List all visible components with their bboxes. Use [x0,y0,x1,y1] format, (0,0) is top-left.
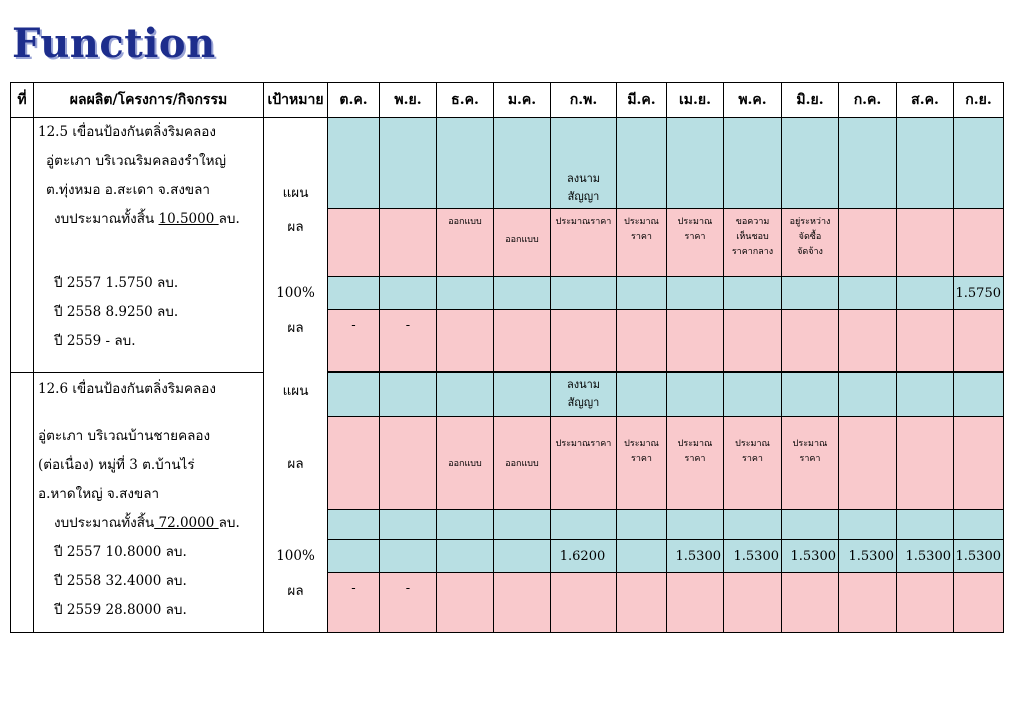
target-plan: แผน [263,372,328,417]
header-month: ธ.ค. [436,82,494,118]
table-row: 12.5 เขื่อนป้องกันตลิ่งริมคลอง อู่ตะเภา … [10,117,1004,373]
dash-cell: - [379,309,437,372]
budget-unit: ลบ. [218,515,240,531]
project-line: 12.5 เขื่อนป้องกันตลิ่งริมคลอง [38,124,216,140]
spacer [38,404,263,422]
header-target: เป้าหมาย [263,82,328,118]
project-line: อ.หาดใหญ่ จ.สงขลา [38,486,160,502]
table-row: 100% 1.6200 1.5300 1.5300 1.5300 1.5300 … [11,539,1004,573]
plan-value: 1.5750 [953,276,1004,310]
procurement-cell: อยู่ระหว่าง จัดซื้อ จัดจ้าง [781,208,839,277]
year-line: ปี 2558 32.4000 ลบ. [54,573,187,589]
estimate-cell: ประมาณราคา [550,416,617,510]
target-result: ผล [263,208,328,277]
header-month: ก.ค. [838,82,897,118]
target-result: ผล [263,309,328,372]
design-cell: ออกแบบ [436,208,494,277]
project-line: อู่ตะเภา บริเวณริมคลองรำใหญ่ [46,153,227,169]
estimate-cell: ประมาณราคา [550,208,617,277]
target-percent: 100% [263,539,328,573]
row-no-cell [10,372,34,633]
row-no-cell [10,117,34,373]
budget-value: 10.5000 [158,211,219,227]
header-month: ก.ย. [953,82,1004,118]
year-line: ปี 2557 10.8000 ลบ. [54,544,187,560]
header-project: ผลผลิต/โครงการ/กิจกรรม [33,82,264,118]
table-row: ผล ออกแบบ ออกแบบ ประมาณราคา ประมาณ ราคา ป… [11,208,1004,277]
plan-value: 1.6200 [550,539,617,573]
budget-prefix: งบประมาณทั้งสิ้น [54,211,159,227]
table-row: ผล ออกแบบ ออกแบบ ประมาณราคา ประมาณ ราคา ป… [11,416,1004,510]
project-line: (ต่อเนื่อง) หมู่ที่ 3 ต.บ้านไร่ [38,457,195,473]
budget-value: 72.0000 [154,515,219,531]
table-row [11,509,1004,540]
header-month: ม.ค. [493,82,551,118]
dash-cell: - [327,309,380,372]
header-month: พ.ค. [723,82,782,118]
header-no: ที่ [10,82,34,118]
target-plan: แผน [263,117,328,209]
year-line: ปี 2558 8.9250 ลบ. [54,304,179,320]
spacer [38,234,263,263]
budget-line: งบประมาณทั้งสิ้น 10.5000 ลบ. [38,205,263,234]
schedule-table: ที่ ผลผลิต/โครงการ/กิจกรรม เป้าหมาย ต.ค.… [10,82,1004,633]
design-cell: ออกแบบ [493,416,551,510]
dash-cell: - [379,572,437,633]
header-month: ต.ค. [327,82,380,118]
header-month: มิ.ย. [781,82,839,118]
budget-unit: ลบ. [218,211,240,227]
estimate-cell: ประมาณราคา [666,208,724,277]
budget-line: งบประมาณทั้งสิ้น 72.0000 ลบ. [38,509,263,538]
target-percent: 100% [263,276,328,310]
header-month: พ.ย. [379,82,437,118]
budget-prefix: งบประมาณทั้งสิ้น [54,515,155,531]
year-line: ปี 2557 1.5750 ลบ. [54,275,179,291]
header-month: มี.ค. [616,82,667,118]
estimate-cell: ประมาณราคา [723,416,782,510]
estimate-cell: ประมาณราคา [666,416,724,510]
table-row: 12.6 เขื่อนป้องกันตลิ่งริมคลอง อู่ตะเภา … [10,372,1004,633]
year-line: ปี 2559 28.8000 ลบ. [54,602,187,618]
sign-contract-cell: ลงนาม สัญญา [550,372,617,417]
estimate-cell: ประมาณราคา [616,416,667,510]
estimate-cell: ประมาณราคา [616,208,667,277]
design-cell: ออกแบบ [436,416,494,510]
header-row: ที่ ผลผลิต/โครงการ/กิจกรรม เป้าหมาย ต.ค.… [10,82,1004,118]
project-line: ต.ทุ่งหมอ อ.สะเดา จ.สงขลา [46,182,211,198]
plan-value: 1.5300 [896,539,954,573]
dash-cell: - [327,572,380,633]
plan-value: 1.5300 [953,539,1004,573]
plan-value: 1.5300 [723,539,782,573]
header-month: ส.ค. [896,82,954,118]
table-row: 100% 1.5750 [11,276,1004,310]
plan-value: 1.5300 [781,539,839,573]
target-result: ผล [263,416,328,510]
project-12-5-description: 12.5 เขื่อนป้องกันตลิ่งริมคลอง อู่ตะเภา … [33,117,264,373]
project-line: อู่ตะเภา บริเวณบ้านชายคลอง [38,428,211,444]
header-month: ก.พ. [550,82,617,118]
year-line: ปี 2559 - ลบ. [54,333,136,349]
approval-cell: ขอความ เห็นชอบ ราคากลาง [723,208,782,277]
plan-value: 1.5300 [838,539,897,573]
project-12-6-description: 12.6 เขื่อนป้องกันตลิ่งริมคลอง อู่ตะเภา … [33,372,264,633]
project-line: 12.6 เขื่อนป้องกันตลิ่งริมคลอง [38,381,216,397]
target-result: ผล [263,572,328,633]
plan-value: 1.5300 [666,539,724,573]
page-title: Function [12,20,216,67]
table-row: ผล - - [11,309,1004,372]
header-month: เม.ย. [666,82,724,118]
estimate-cell: ประมาณราคา [781,416,839,510]
design-cell: ออกแบบ [493,208,551,277]
sign-contract-cell: ลงนาม สัญญา [550,117,617,209]
table-row: ผล - - [11,572,1004,633]
